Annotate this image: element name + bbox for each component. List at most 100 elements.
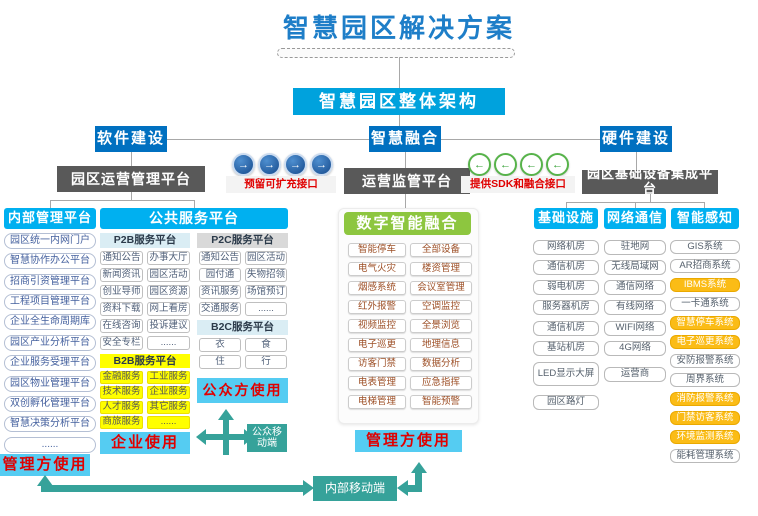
public-mobile-arrow-up [218,409,234,420]
page-title: 智慧园区解决方案 [282,13,515,44]
infra-item: 网络机房 [533,240,599,255]
b2c-item: 住 [199,355,241,369]
internal-item: 园区统一内网门户 [4,233,96,249]
p2c-subheader: P2C服务平台 [197,233,288,248]
sense-header: 智能感知 [671,208,739,229]
branch-hardware-box: 硬件建设 [600,126,672,152]
hardware-platform-box: 园区基础设备集成平台 [582,166,718,196]
p2b-item: 在线咨询 [100,319,143,333]
digital-item: 智能预警 [410,395,472,409]
infra-item: 通信机房 [533,321,599,336]
p2c-item: 通知公告 [199,251,241,265]
network-item: 4G网络 [604,341,666,356]
p2c-item: ...... [245,302,287,316]
infra-item: 弱电机房 [533,280,599,295]
p2b-item: 网上看房 [147,302,190,316]
internal-mobile-arrow-right [303,480,314,496]
root-architecture-box: 智慧园区整体架构 [293,88,505,115]
left-arrow-glyph: ← [526,158,537,171]
expand-interface-label: 预留可扩充接口 [226,176,336,193]
p2b-item: 创业导师 [100,285,143,299]
p2c-item: 园付通 [199,268,241,282]
digital-item: 访客门禁 [348,357,406,371]
internal-item: 园区物业管理平台 [4,376,96,392]
digital-item: 电表管理 [348,376,406,390]
network-item: 无线局域网 [604,260,666,275]
p2b-item: 安全专栏 [100,336,143,350]
enterprise-use-label: 企业使用 [100,432,190,454]
b2b-item: 商旅服务 [100,416,143,429]
sdk-interface-label: 提供SDK和融合接口 [461,176,575,193]
p2b-item: 投诉建议 [147,319,190,333]
digital-item: 楼资管理 [410,262,472,276]
p2c-item: 资讯服务 [199,285,241,299]
expand-arrow-icon: → [310,153,333,176]
p2c-item: 园区活动 [245,251,287,265]
digital-item: 全景浏览 [410,319,472,333]
public-mobile-box: 公众移动端 [247,424,287,452]
digital-item: 应急指挥 [410,376,472,390]
right-arrow-glyph: → [264,158,275,171]
connector-line [50,200,51,208]
manager-use-center-label: 管理方使用 [355,430,462,452]
internal-item: 智慧协作办公平台 [4,253,96,269]
connector-line [635,202,636,208]
b2c-subheader: B2C服务平台 [197,320,288,335]
sdk-arrow-icon: ← [468,153,491,176]
connector-line [636,152,637,170]
connector-line [650,194,651,202]
right-arrow-glyph: → [316,158,327,171]
title-underline [277,48,515,58]
public-use-label: 公众方使用 [197,378,288,403]
b2b-item: ...... [147,416,190,429]
digital-fusion-header: 数字智能融合 [344,212,471,235]
p2b-item: ...... [147,336,190,350]
manager-left-arrow-up [37,475,53,486]
p2c-item: 失物招领 [245,268,287,282]
digital-item: 数据分析 [410,357,472,371]
p2c-item: 交通服务 [199,302,241,316]
right-arrow-glyph: → [290,158,301,171]
connector-line [405,152,406,168]
connector-line [566,202,567,208]
internal-mobile-arrow-left [397,480,408,496]
sense-item: 周界系统 [670,373,740,387]
b2b-item: 人才服务 [100,401,143,414]
digital-fusion-panel [338,208,479,424]
infra-header: 基础设施 [534,208,598,229]
internal-mobile-arrow [415,473,422,492]
sense-item: 门禁访客系统 [670,411,740,425]
infra-item: 通信机房 [533,260,599,275]
infra-item: 服务器机房 [533,300,599,315]
internal-mobile-box: 内部移动端 [313,476,397,501]
internal-mobile-arrow [41,485,303,492]
sdk-arrow-icon: ← [494,153,517,176]
connector-line [131,152,132,166]
right-arrow-glyph: → [238,158,249,171]
network-item: WIFI网络 [604,321,666,336]
network-item: 有线网络 [604,300,666,315]
branch-software-box: 软件建设 [95,126,167,152]
fusion-platform-box: 运营监管平台 [344,168,470,194]
sense-item: 能耗管理系统 [670,449,740,463]
internal-item: 招商引资管理平台 [4,274,96,290]
digital-item: 烟感系统 [348,281,406,295]
b2b-item: 工业服务 [147,371,190,384]
digital-item: 电气火灾 [348,262,406,276]
network-item: 通信网络 [604,280,666,295]
internal-item: 双创孵化管理平台 [4,396,96,412]
sense-item: AR招商系统 [670,259,740,273]
network-item: 运营商 [604,367,666,382]
sense-item: 安防报警系统 [670,354,740,368]
p2b-item: 园区活动 [147,268,190,282]
internal-item: 工程项目管理平台 [4,294,96,310]
infra-item: 基站机房 [533,341,599,356]
connector-line [405,194,406,212]
b2c-item: 衣 [199,338,241,352]
digital-item: 视频监控 [348,319,406,333]
sense-item: GIS系统 [670,240,740,254]
p2b-item: 园区资源 [147,285,190,299]
manager-use-left-label: 管理方使用 [0,454,90,476]
p2b-item: 新闻资讯 [100,268,143,282]
